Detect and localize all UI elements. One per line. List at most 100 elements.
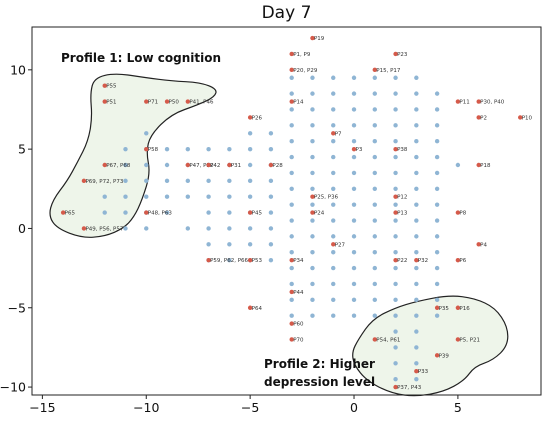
grid-point bbox=[414, 281, 419, 287]
participant-label: P59, P62, P66 bbox=[210, 258, 248, 264]
grid-point bbox=[206, 146, 211, 152]
grid-point bbox=[310, 186, 315, 191]
plot-frame bbox=[31, 26, 542, 396]
participant-label: P34 bbox=[293, 258, 304, 264]
participant-point bbox=[247, 210, 253, 215]
participant-label: P33 bbox=[418, 369, 429, 375]
grid-point bbox=[227, 210, 232, 215]
participant-label: P54, P61 bbox=[376, 337, 400, 343]
participant-label: P67, P68 bbox=[106, 163, 131, 169]
grid-point bbox=[372, 170, 377, 176]
grid-point bbox=[372, 218, 377, 223]
grid-point bbox=[393, 361, 398, 366]
grid-point bbox=[247, 178, 253, 184]
grid-point bbox=[351, 281, 357, 287]
participant-label: P65 bbox=[65, 211, 76, 217]
participant-point bbox=[393, 384, 398, 390]
participant-point bbox=[206, 257, 211, 263]
grid-point bbox=[227, 146, 232, 152]
participant-point bbox=[393, 194, 398, 199]
participant-label: P18 bbox=[480, 163, 491, 169]
grid-point bbox=[393, 170, 398, 176]
participant-label: P1, P9 bbox=[293, 52, 311, 58]
grid-point bbox=[289, 281, 294, 287]
participant-label: P48, P63 bbox=[148, 211, 173, 217]
grid-point bbox=[414, 186, 419, 191]
grid-point bbox=[434, 123, 440, 128]
grid-point bbox=[164, 194, 170, 199]
participant-label: P20, P29 bbox=[293, 68, 318, 74]
grid-point bbox=[393, 281, 398, 287]
grid-point bbox=[164, 178, 170, 184]
y-tick-label: 0 bbox=[18, 221, 26, 236]
grid-point bbox=[372, 107, 377, 112]
participant-label: P27 bbox=[335, 242, 346, 248]
region-label-2: Profile 2: Higher bbox=[264, 357, 375, 371]
grid-point bbox=[310, 91, 315, 96]
grid-point bbox=[351, 123, 357, 128]
grid-point bbox=[164, 162, 170, 168]
participant-point bbox=[289, 337, 294, 342]
grid-point bbox=[372, 234, 377, 239]
grid-point bbox=[331, 250, 336, 255]
grid-point bbox=[268, 226, 274, 231]
grid-point bbox=[351, 107, 357, 112]
participant-point bbox=[268, 162, 274, 168]
grid-point bbox=[372, 281, 377, 287]
participant-label: P16 bbox=[459, 306, 470, 312]
grid-point bbox=[393, 297, 398, 303]
grid-point bbox=[227, 194, 232, 199]
participant-point bbox=[247, 115, 253, 120]
grid-point bbox=[351, 154, 357, 160]
participant-label: P14 bbox=[293, 100, 304, 106]
participant-label: P38 bbox=[397, 147, 408, 153]
grid-point bbox=[434, 265, 440, 271]
grid-point bbox=[310, 281, 315, 287]
region-outline-2 bbox=[352, 295, 509, 397]
participant-point bbox=[102, 162, 107, 168]
grid-point bbox=[393, 186, 398, 191]
participant-label: P71 bbox=[148, 100, 158, 106]
grid-point bbox=[414, 265, 419, 271]
participant-point bbox=[351, 146, 357, 152]
y-tick-label: −5 bbox=[8, 300, 26, 315]
x-tick-label: −10 bbox=[133, 400, 159, 415]
grid-point bbox=[123, 226, 128, 231]
grid-point bbox=[331, 313, 336, 318]
participant-point bbox=[434, 305, 440, 310]
participant-label: P13 bbox=[397, 211, 408, 217]
grid-point bbox=[434, 297, 440, 303]
grid-points-layer bbox=[102, 75, 461, 382]
grid-point bbox=[455, 162, 461, 168]
grid-point bbox=[164, 146, 170, 152]
grid-point bbox=[331, 281, 336, 287]
participant-point bbox=[60, 210, 66, 215]
grid-point bbox=[227, 226, 232, 231]
grid-point bbox=[414, 107, 419, 112]
x-tick-label: −5 bbox=[241, 400, 259, 415]
grid-point bbox=[310, 297, 315, 303]
grid-point bbox=[393, 139, 398, 144]
participant-label: P58 bbox=[148, 147, 159, 153]
grid-point bbox=[206, 178, 211, 184]
participant-label: P24 bbox=[314, 211, 325, 217]
grid-point bbox=[331, 75, 336, 80]
grid-point bbox=[289, 154, 294, 160]
grid-point bbox=[414, 202, 419, 207]
grid-point bbox=[414, 376, 419, 382]
grid-point bbox=[414, 361, 419, 366]
grid-point bbox=[331, 234, 336, 239]
participant-point bbox=[476, 242, 481, 247]
participant-point bbox=[393, 257, 398, 263]
participant-label: P69, P72, P73 bbox=[85, 179, 123, 185]
grid-point bbox=[289, 123, 294, 128]
grid-point bbox=[123, 210, 128, 215]
participant-label: P7 bbox=[335, 131, 342, 137]
chart-title: Day 7 bbox=[262, 3, 312, 23]
participant-label: P30, P40 bbox=[480, 100, 505, 106]
grid-point bbox=[227, 178, 232, 184]
grid-point bbox=[185, 226, 191, 231]
grid-point bbox=[227, 257, 232, 263]
participant-label: P28 bbox=[272, 163, 283, 169]
